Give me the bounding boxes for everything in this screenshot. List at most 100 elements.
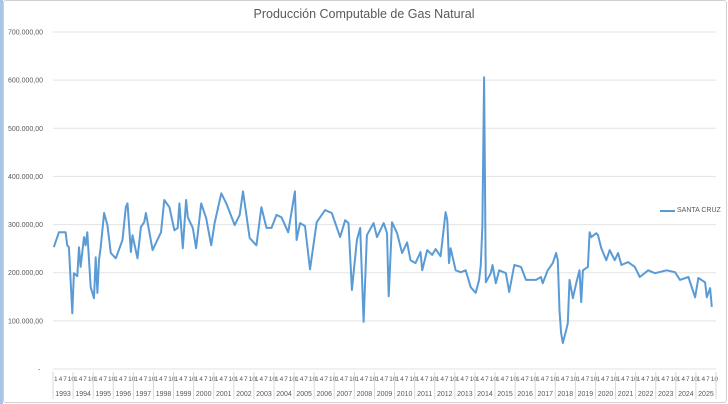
x-year-label: 2021 xyxy=(618,391,634,398)
y-tick-label: 500.000,00 xyxy=(8,126,43,133)
legend: SANTA CRUZ xyxy=(660,207,721,214)
x-month-tick-label: 7 xyxy=(284,376,288,383)
x-month-tick-label: 1 xyxy=(54,376,58,383)
x-month-tick-label: 1 xyxy=(175,376,179,383)
x-month-tick-label: 10 xyxy=(650,376,658,383)
x-month-tick-label: 10 xyxy=(389,376,397,383)
series-line-santa-cruz xyxy=(52,76,713,344)
y-tick-label: 300.000,00 xyxy=(8,222,43,229)
x-month-tick-label: 1 xyxy=(195,376,199,383)
x-year-label: 2005 xyxy=(296,391,312,398)
y-tick-label: 700.000,00 xyxy=(8,30,43,37)
x-month-tick-label: 1 xyxy=(677,376,681,383)
x-year-label: 2023 xyxy=(658,391,674,398)
x-year-label: 1998 xyxy=(156,391,172,398)
window-edge xyxy=(0,0,3,404)
x-month-tick-label: 7 xyxy=(646,376,650,383)
x-year-label: 1995 xyxy=(95,391,111,398)
x-month-tick-label: 4 xyxy=(380,376,384,383)
x-month-tick-label: 7 xyxy=(485,376,489,383)
y-tick-label: 600.000,00 xyxy=(8,78,43,85)
x-month-tick-label: 7 xyxy=(405,376,409,383)
x-month-tick-label: 4 xyxy=(280,376,284,383)
y-tick-label: - xyxy=(38,367,41,374)
x-month-tick-label: 10 xyxy=(349,376,357,383)
x-month-tick-label: 1 xyxy=(536,376,540,383)
x-month-tick-label: 10 xyxy=(329,376,337,383)
x-month-tick-label: 7 xyxy=(144,376,148,383)
x-month-tick-label: 10 xyxy=(630,376,638,383)
x-month-tick-label: 4 xyxy=(260,376,264,383)
x-month-tick-label: 4 xyxy=(641,376,645,383)
x-month-tick-label: 4 xyxy=(420,376,424,383)
x-month-tick-label: 1 xyxy=(74,376,78,383)
x-year-label: 2016 xyxy=(517,391,533,398)
x-month-tick-label: 1 xyxy=(134,376,138,383)
x-month-tick-label: 7 xyxy=(425,376,429,383)
x-year-label: 2008 xyxy=(357,391,373,398)
x-year-label: 2019 xyxy=(578,391,594,398)
x-month-tick-label: 4 xyxy=(320,376,324,383)
x-month-tick-label: 7 xyxy=(465,376,469,383)
x-month-tick-label: 4 xyxy=(139,376,143,383)
x-year-label: 2010 xyxy=(397,391,413,398)
x-month-tick-label: 4 xyxy=(621,376,625,383)
x-month-tick-label: 4 xyxy=(340,376,344,383)
x-month-tick-label: 10 xyxy=(309,376,317,383)
x-year-label: 2004 xyxy=(276,391,292,398)
x-month-tick-label: 1 xyxy=(396,376,400,383)
x-month-tick-label: 7 xyxy=(264,376,268,383)
x-month-tick-label: 7 xyxy=(545,376,549,383)
x-month-tick-label: 7 xyxy=(666,376,670,383)
x-month-tick-label: 1 xyxy=(637,376,641,383)
x-month-tick-label: 4 xyxy=(79,376,83,383)
x-month-tick-label: 4 xyxy=(219,376,223,383)
x-month-tick-label: 1 xyxy=(697,376,701,383)
x-month-tick-label: 1 xyxy=(436,376,440,383)
x-month-tick-label: 1 xyxy=(94,376,98,383)
x-month-tick-label: 1 xyxy=(315,376,319,383)
x-month-tick-label: 10 xyxy=(429,376,437,383)
x-month-tick-label: 4 xyxy=(400,376,404,383)
x-month-tick-label: 4 xyxy=(199,376,203,383)
x-year-label: 2001 xyxy=(216,391,232,398)
x-year-label: 2015 xyxy=(497,391,513,398)
x-month-tick-label: 7 xyxy=(324,376,328,383)
x-month-tick-label: 4 xyxy=(59,376,63,383)
x-month-tick-label: 7 xyxy=(344,376,348,383)
x-month-tick-label: 10 xyxy=(148,376,156,383)
x-month-tick-label: 1 xyxy=(576,376,580,383)
x-month-tick-label: 7 xyxy=(606,376,610,383)
x-month-tick-label: 10 xyxy=(369,376,377,383)
x-month-tick-label: 1 xyxy=(516,376,520,383)
x-year-label: 2000 xyxy=(196,391,212,398)
x-month-tick-label: 1 xyxy=(476,376,480,383)
x-month-tick-label: 4 xyxy=(440,376,444,383)
x-month-tick-label: 1 xyxy=(596,376,600,383)
x-month-tick-label: 7 xyxy=(565,376,569,383)
x-month-tick-label: 1 xyxy=(355,376,359,383)
x-year-label: 2014 xyxy=(477,391,493,398)
legend-swatch xyxy=(660,209,675,212)
x-year-label: 2002 xyxy=(236,391,252,398)
x-year-label: 2022 xyxy=(638,391,654,398)
x-year-label: 2025 xyxy=(698,391,714,398)
x-year-label: 2003 xyxy=(256,391,272,398)
x-month-tick-label: 1 xyxy=(235,376,239,383)
x-month-tick-label: 1 xyxy=(255,376,259,383)
x-month-tick-label: 10 xyxy=(208,376,216,383)
x-year-label: 1996 xyxy=(116,391,132,398)
x-month-tick-label: 4 xyxy=(119,376,123,383)
x-month-tick-label: 10 xyxy=(490,376,498,383)
x-month-tick-label: 4 xyxy=(521,376,525,383)
x-month-tick-label: 4 xyxy=(581,376,585,383)
x-month-tick-label: 1 xyxy=(215,376,219,383)
x-month-tick-label: 1 xyxy=(657,376,661,383)
x-month-tick-label: 10 xyxy=(168,376,176,383)
x-year-label: 2006 xyxy=(316,391,332,398)
x-month-tick-label: 10 xyxy=(269,376,277,383)
x-month-tick-label: 1 xyxy=(556,376,560,383)
x-month-tick-label: 10 xyxy=(691,376,699,383)
x-month-tick-label: 10 xyxy=(128,376,136,383)
x-month-tick-label: 1 xyxy=(416,376,420,383)
